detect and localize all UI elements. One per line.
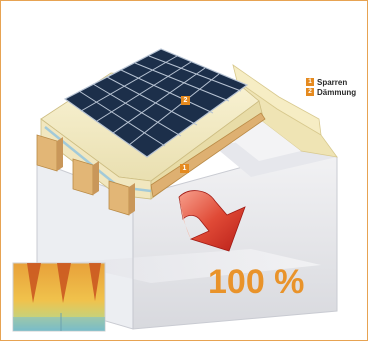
- legend-item-sparren: 1 Sparren: [306, 77, 356, 87]
- thermal-image-inset: [12, 262, 106, 332]
- rafters: [36, 112, 266, 216]
- callout-insulation: 2: [181, 96, 190, 105]
- legend-badge: 2: [306, 88, 314, 96]
- legend-label: Sparren: [317, 77, 348, 87]
- callout-rafter: 1: [180, 164, 189, 173]
- percent-label: 100 %: [208, 263, 305, 301]
- heat-flow-arrow: [178, 190, 246, 252]
- legend-item-daemmung: 2 Dämmung: [306, 87, 356, 97]
- legend-badge: 1: [306, 78, 314, 86]
- legend-label: Dämmung: [317, 87, 357, 97]
- solar-panel-array: [63, 48, 249, 158]
- legend: 1 Sparren 2 Dämmung: [306, 77, 356, 97]
